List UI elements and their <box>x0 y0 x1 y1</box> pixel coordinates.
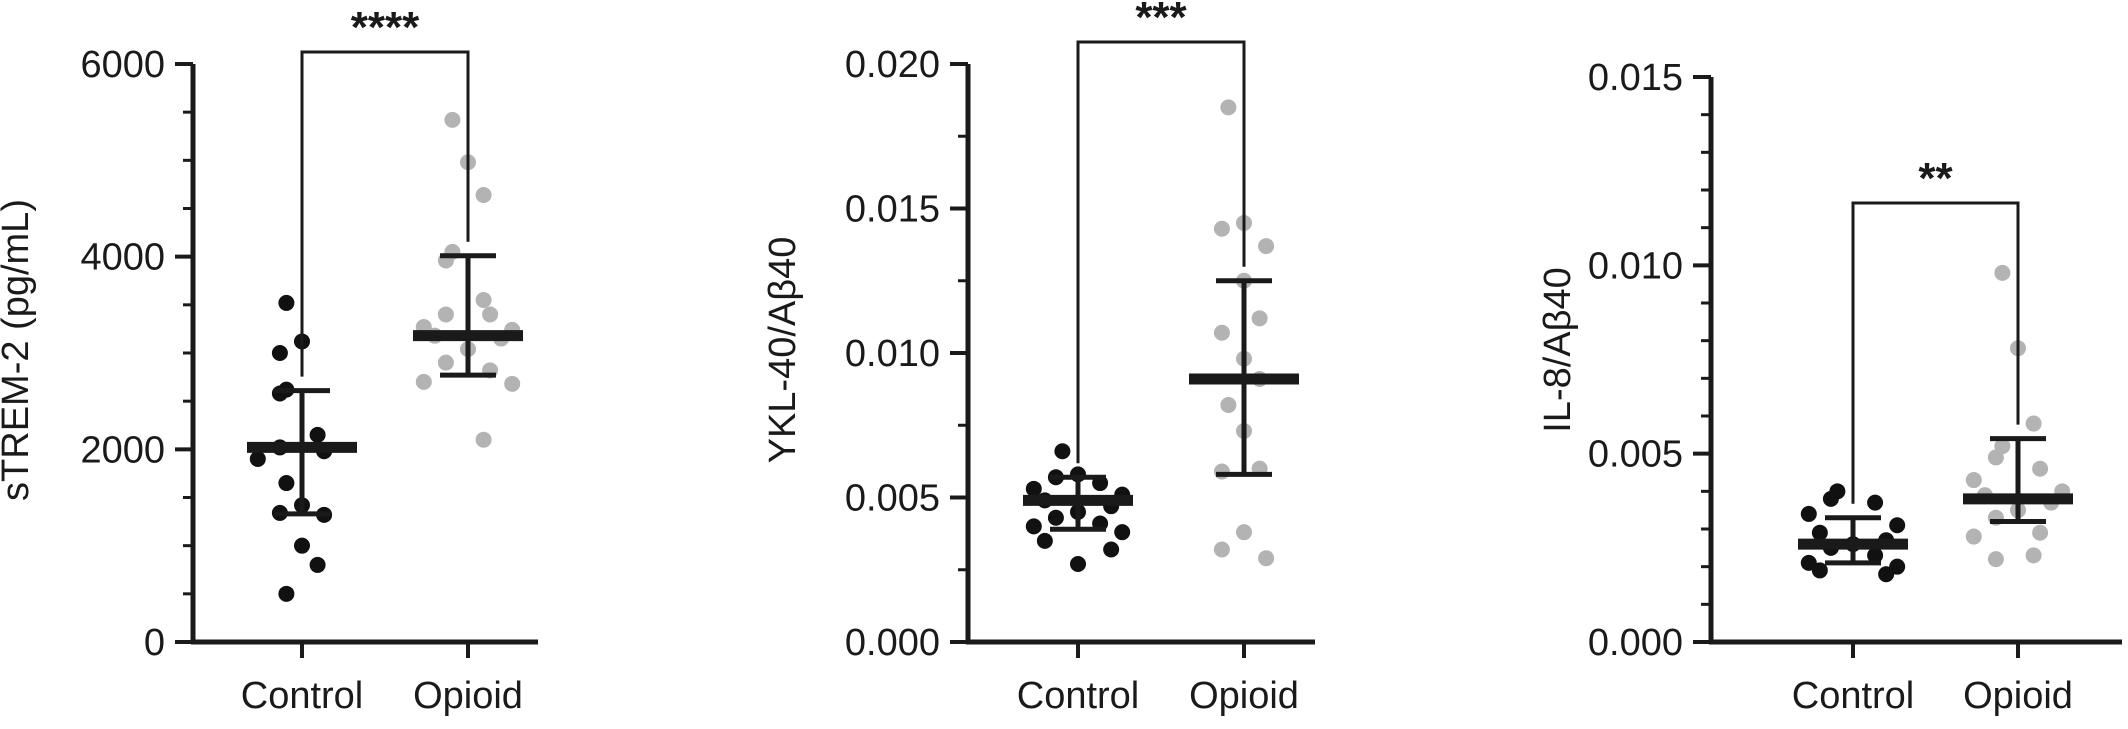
x-tick-label: Control <box>1017 675 1140 717</box>
x-tick-label: Opioid <box>1189 675 1299 717</box>
data-point <box>1800 505 1817 522</box>
data-point <box>1213 463 1230 480</box>
data-point <box>1251 310 1268 327</box>
data-point <box>1822 490 1839 507</box>
data-point <box>1213 324 1230 341</box>
significance-bracket <box>1851 201 2020 504</box>
data-point <box>1236 524 1252 541</box>
data-point <box>1811 524 1828 541</box>
data-point <box>1220 99 1237 116</box>
data-point <box>278 585 295 602</box>
data-point <box>475 292 492 309</box>
significance-label: ** <box>1918 154 1953 203</box>
data-point <box>1258 550 1275 567</box>
data-point <box>475 431 492 448</box>
data-point <box>309 556 326 573</box>
data-point <box>482 306 499 323</box>
data-point <box>1867 494 1884 511</box>
data-point <box>1220 397 1237 414</box>
data-point <box>1047 509 1064 526</box>
y-axis-title: sTREM-2 (pg/mL) <box>0 199 37 501</box>
data-point <box>1258 238 1275 255</box>
significance-bracket <box>1076 40 1246 464</box>
y-tick-label: 0 <box>144 622 165 664</box>
data-point <box>1036 532 1053 549</box>
data-point <box>1867 547 1884 564</box>
data-point <box>1103 541 1120 558</box>
data-point <box>2032 524 2049 541</box>
data-point <box>278 294 295 311</box>
y-tick-label: 0.005 <box>1588 434 1683 476</box>
data-point <box>475 187 492 204</box>
data-point <box>1811 562 1828 579</box>
significance-label: **** <box>351 3 420 52</box>
x-tick-label: Control <box>1792 675 1915 717</box>
data-point <box>1965 528 1982 545</box>
panel-ykl40: YKL-40/Aβ40 0.000 0.005 0.010 0.015 0.020 Con… <box>762 0 1315 717</box>
y-tick-label: 0.000 <box>845 622 940 664</box>
data-point <box>271 385 288 402</box>
y-tick-label: 0.010 <box>845 333 940 375</box>
data-point <box>278 475 295 492</box>
data-point <box>1213 220 1230 237</box>
data-point <box>2025 415 2042 432</box>
data-point <box>1025 518 1042 535</box>
data-point <box>437 306 454 323</box>
data-point <box>1025 480 1042 497</box>
data-point <box>1889 517 1906 534</box>
y-tick-label: 2000 <box>80 429 165 471</box>
data-point <box>2025 547 2042 564</box>
significance-bracket <box>300 50 470 377</box>
data-point <box>1987 551 2004 568</box>
panel-il8: IL-8/Aβ40 0.000 0.005 0.010 0.015 Control Opi… <box>1537 57 2122 717</box>
y-axis-title: YKL-40/Aβ40 <box>762 237 804 464</box>
data-point <box>1878 566 1895 583</box>
data-point <box>1213 541 1230 558</box>
data-point <box>1070 555 1086 572</box>
data-point <box>1994 264 2011 281</box>
significance-label: *** <box>1135 0 1187 42</box>
x-tick-label: Opioid <box>413 675 523 717</box>
data-point <box>294 537 310 554</box>
data-point <box>249 450 266 467</box>
data-point <box>437 354 454 371</box>
y-tick-label: 0.015 <box>1588 57 1683 99</box>
data-point <box>1114 524 1131 541</box>
y-tick-label: 6000 <box>80 44 165 86</box>
data-point <box>1965 472 1982 489</box>
data-point <box>2032 460 2049 477</box>
x-tick-label: Opioid <box>1963 675 2073 717</box>
y-axis-title: IL-8/Aβ40 <box>1537 267 1579 433</box>
y-tick-label: 0.015 <box>845 189 940 231</box>
y-tick-label: 4000 <box>80 237 165 279</box>
data-point <box>415 373 432 390</box>
data-point <box>1054 443 1071 460</box>
x-tick-label: Control <box>241 675 364 717</box>
data-point <box>271 345 288 361</box>
y-tick-label: 0.020 <box>845 44 940 86</box>
data-point <box>444 111 461 128</box>
panel-strem2: sTREM-2 (pg/mL) 0 2000 4000 6000 Control Opio… <box>0 3 538 717</box>
data-point <box>309 426 326 443</box>
y-tick-label: 0.010 <box>1588 245 1683 287</box>
data-point <box>1987 449 2004 466</box>
y-tick-label: 0.005 <box>845 478 940 520</box>
data-point <box>504 375 521 392</box>
y-tick-label: 0.000 <box>1588 622 1683 664</box>
